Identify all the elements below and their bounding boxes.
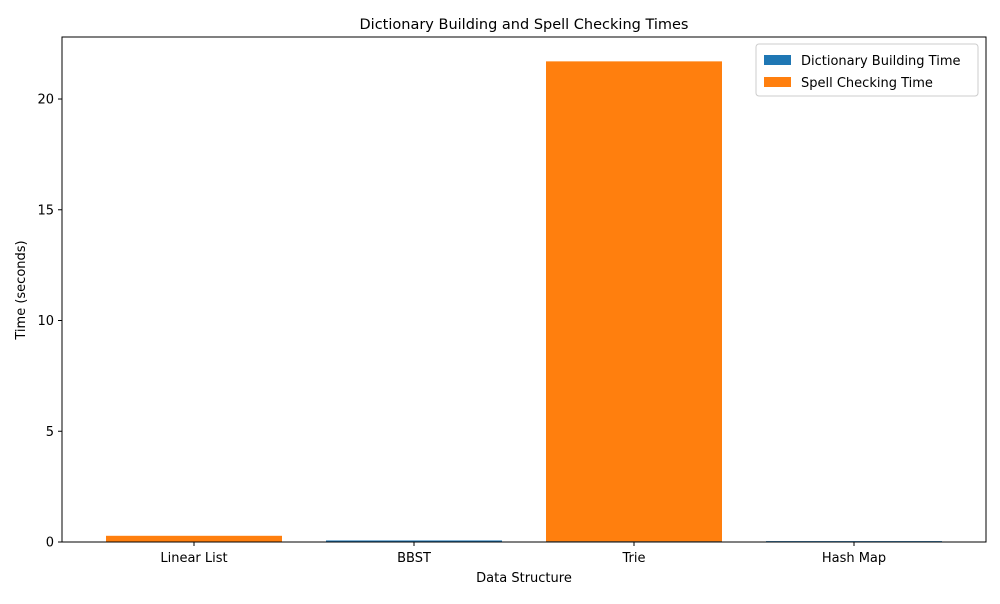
y-tick-label: 20 bbox=[37, 93, 54, 108]
y-tick-label: 15 bbox=[37, 203, 54, 218]
y-axis-label: Time (seconds) bbox=[14, 240, 29, 340]
chart-title: Dictionary Building and Spell Checking T… bbox=[360, 17, 689, 33]
plot-frame bbox=[62, 37, 986, 542]
bars-layer bbox=[106, 61, 942, 542]
x-tick-label: Linear List bbox=[160, 551, 227, 566]
legend-swatch-spell-checking bbox=[764, 77, 791, 87]
x-tick-label: Hash Map bbox=[822, 551, 886, 566]
legend-swatch-dictionary-building bbox=[764, 55, 791, 65]
y-tick-label: 0 bbox=[46, 536, 54, 551]
x-axis-label: Data Structure bbox=[476, 571, 572, 586]
x-tick-label: Trie bbox=[622, 551, 646, 566]
y-tick-label: 10 bbox=[37, 314, 54, 329]
bar-spell-checking-0 bbox=[106, 536, 282, 542]
x-axis: Linear List BBST Trie Hash Map bbox=[160, 542, 886, 566]
legend: Dictionary Building Time Spell Checking T… bbox=[756, 44, 978, 96]
y-tick-label: 5 bbox=[46, 425, 54, 440]
y-axis: 0 5 10 15 20 bbox=[37, 93, 62, 551]
bar-spell-checking-2 bbox=[546, 61, 722, 542]
x-tick-label: BBST bbox=[397, 551, 431, 566]
legend-label-spell-checking: Spell Checking Time bbox=[801, 76, 933, 91]
legend-label-dictionary-building: Dictionary Building Time bbox=[801, 54, 961, 69]
